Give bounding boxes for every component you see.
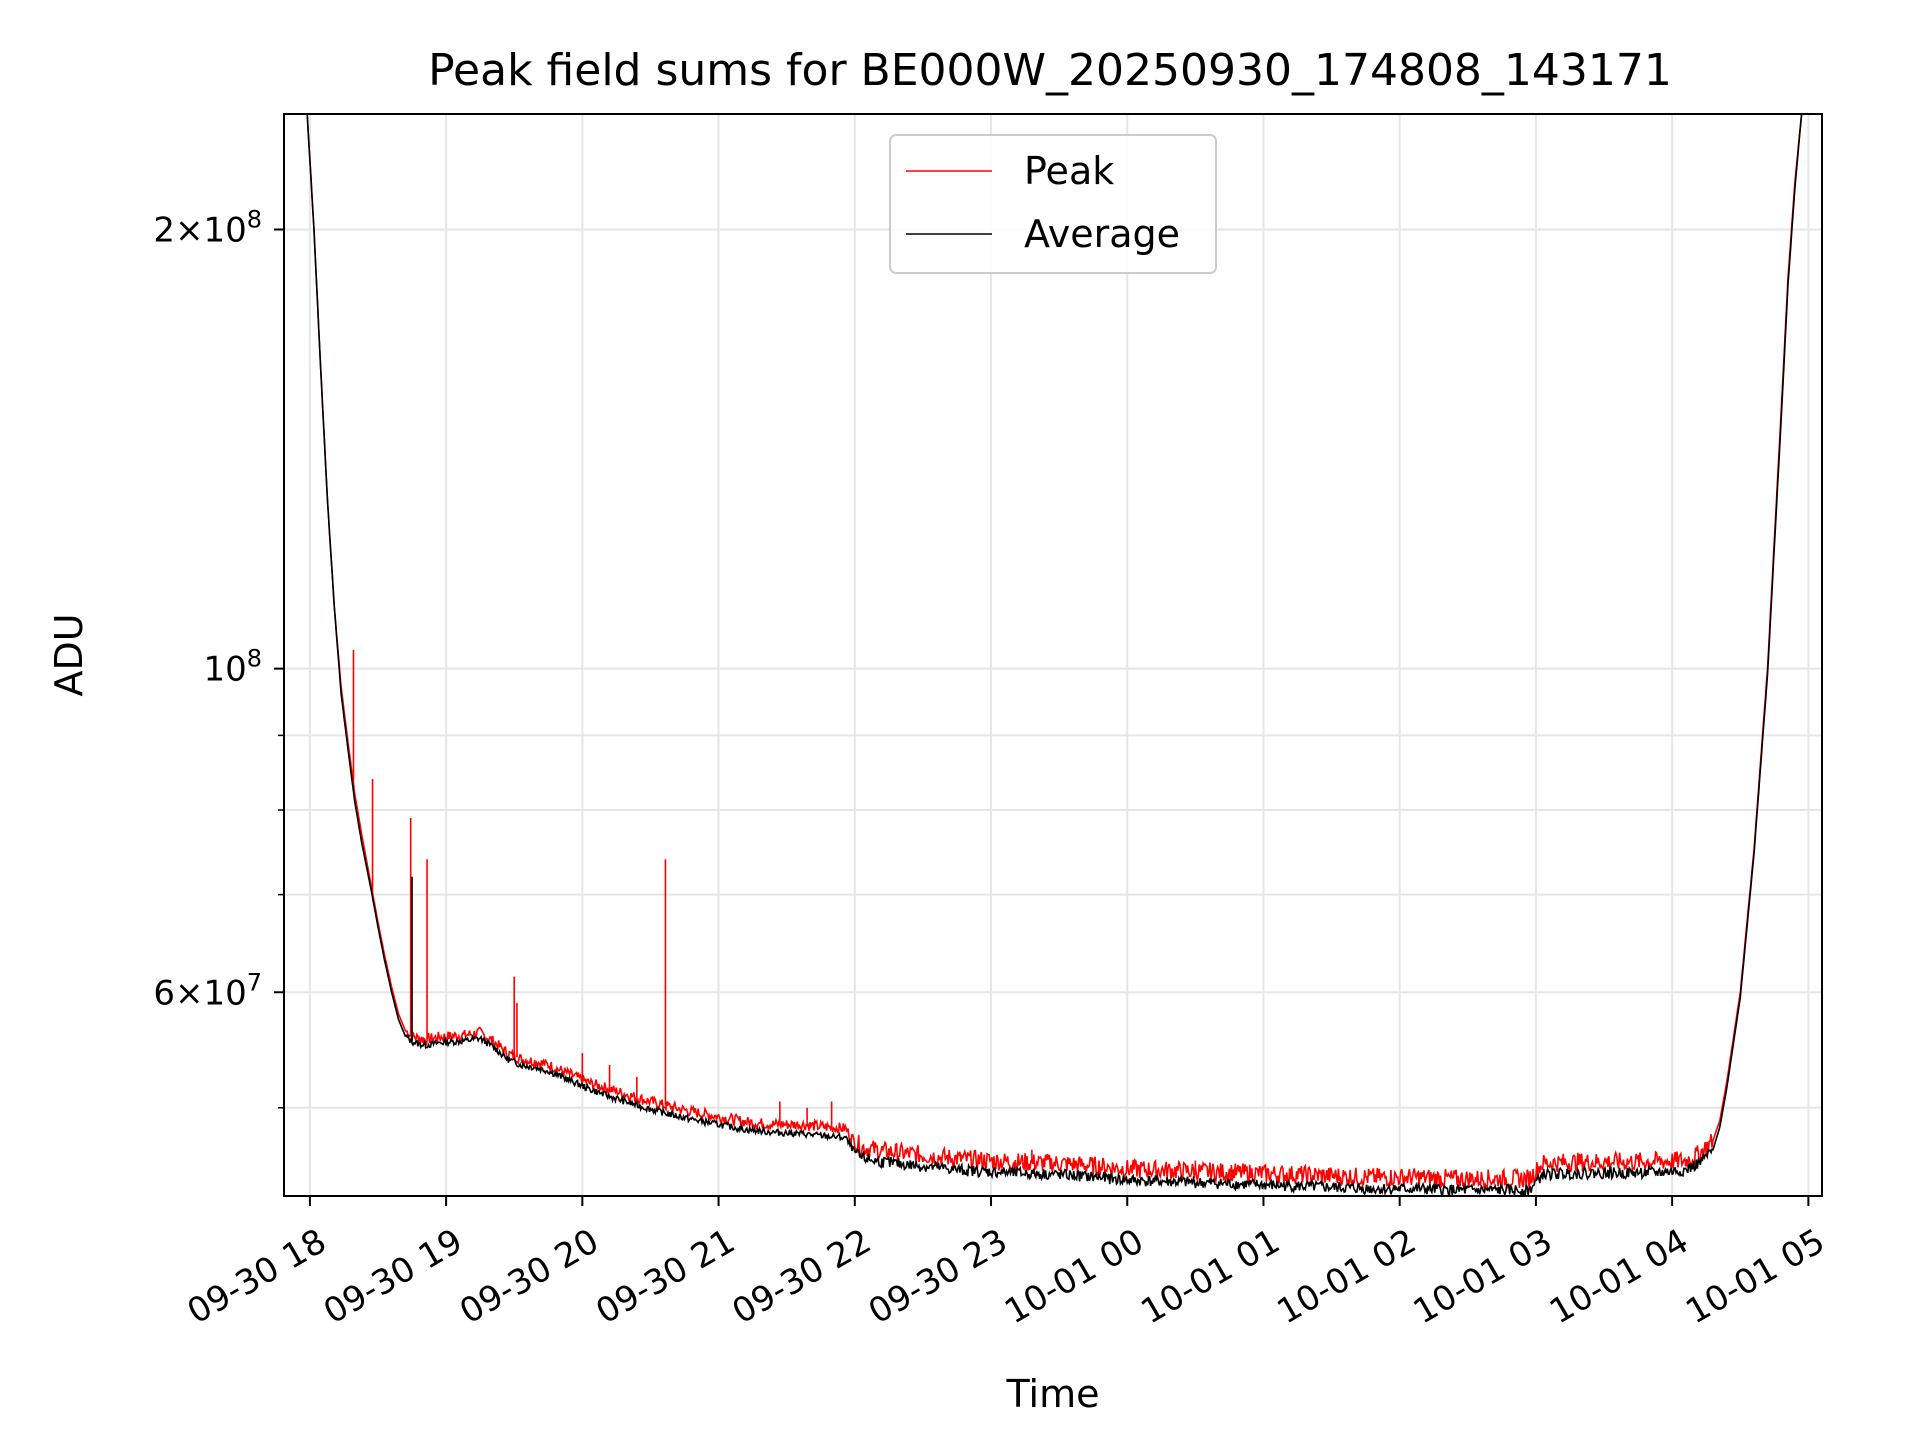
legend: Peak Average — [889, 134, 1217, 274]
y-tick-label: 2×108 — [153, 206, 262, 251]
x-axis-label: Time — [1006, 1372, 1100, 1416]
y-axis: 2×108 108 6×107 — [153, 206, 284, 1109]
legend-label-average: Average — [1024, 212, 1180, 256]
series-line-peak — [284, 114, 1822, 1190]
grid — [284, 114, 1822, 1196]
y-tick-label: 6×107 — [153, 968, 262, 1013]
y-tick-label: 108 — [203, 645, 262, 690]
plot-frame — [283, 113, 1823, 1197]
y-axis-label: ADU — [47, 613, 91, 696]
series-layer — [284, 114, 1822, 1196]
legend-label-peak: Peak — [1024, 149, 1114, 193]
chart-title: Peak field sums for BE000W_20250930_1748… — [428, 45, 1672, 96]
series-line-average — [284, 114, 1822, 1196]
plot-area — [283, 113, 1823, 1197]
legend-box — [889, 134, 1217, 274]
